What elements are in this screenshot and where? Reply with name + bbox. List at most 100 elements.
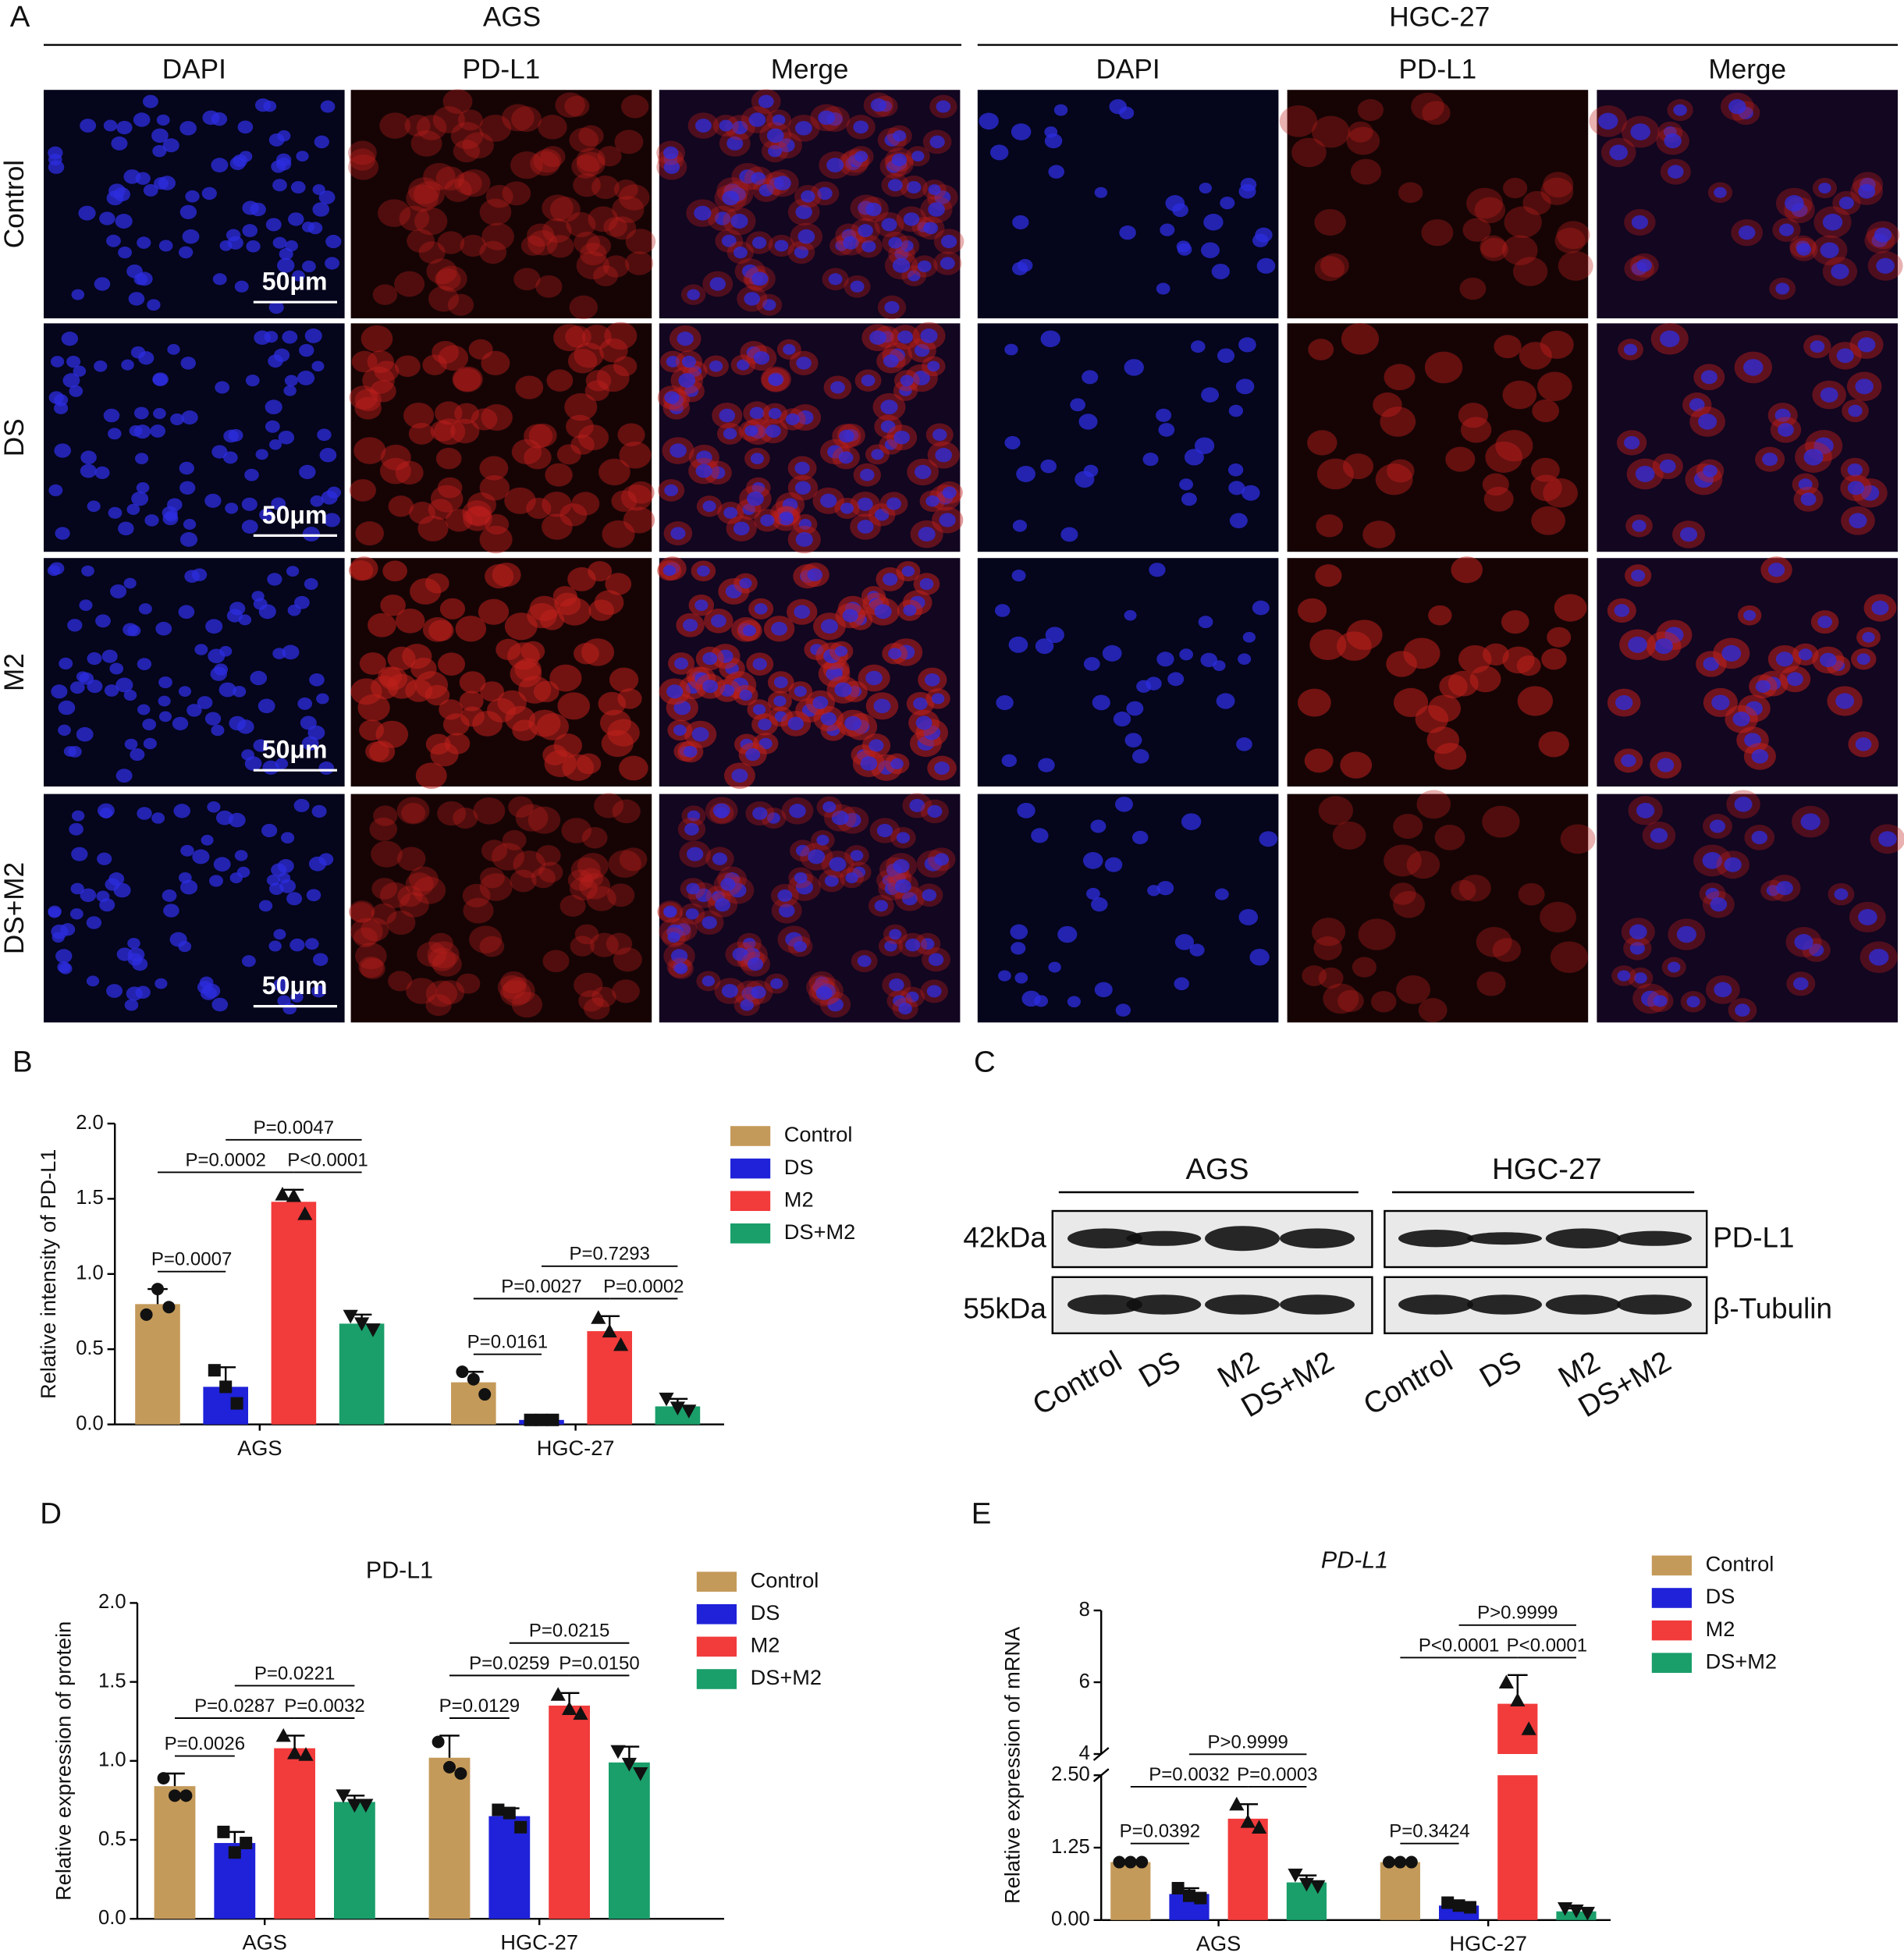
cell-nucleus [667, 932, 680, 943]
cell-nucleus [893, 859, 910, 873]
cell-membrane [497, 975, 527, 1000]
cell-nucleus [789, 804, 806, 818]
cell-membrane [369, 740, 396, 763]
cell-nucleus [794, 686, 807, 697]
cell-nucleus [1631, 569, 1646, 582]
cell-membrane [479, 456, 509, 481]
y-tick-label: 0.0 [76, 1412, 104, 1434]
cell-nucleus [296, 151, 309, 162]
cell-nucleus [1818, 183, 1831, 194]
legend-label: DS+M2 [751, 1665, 822, 1689]
cell-nucleus [301, 736, 319, 751]
cell-nucleus [887, 179, 903, 192]
legend-swatch [1651, 1620, 1692, 1641]
cell-nucleus [1048, 961, 1061, 973]
cell-membrane [569, 127, 599, 153]
cell-nucleus [1238, 908, 1259, 925]
cell-nucleus [1751, 749, 1769, 764]
cell-nucleus [143, 183, 158, 197]
protein-name: PD-L1 [1713, 1222, 1794, 1254]
cell-membrane [1541, 648, 1567, 670]
cell-nucleus [926, 985, 942, 998]
cell-membrane [538, 861, 563, 883]
cell-nucleus [143, 737, 157, 750]
cell-nucleus [1035, 638, 1054, 655]
cell-nucleus [223, 429, 239, 443]
cell-nucleus [892, 257, 911, 273]
cell-nucleus [47, 565, 61, 577]
cell-nucleus [884, 940, 897, 952]
cell-membrane [1543, 172, 1574, 198]
data-point [1229, 1796, 1245, 1811]
cell-nucleus [684, 822, 699, 836]
cell-nucleus [101, 649, 118, 663]
cell-nucleus [286, 892, 303, 906]
cell-nucleus [1676, 925, 1696, 943]
cell-nucleus [838, 451, 854, 464]
cell-nucleus [258, 604, 276, 620]
cell-nucleus [874, 900, 889, 912]
bar [549, 1705, 590, 1919]
data-point [346, 1798, 362, 1813]
cell-nucleus [778, 904, 795, 918]
cell-nucleus [204, 493, 222, 508]
y-tick-label: 1.0 [76, 1262, 104, 1284]
cell-nucleus [670, 527, 686, 540]
micrograph [350, 794, 652, 1023]
cell-nucleus [934, 762, 950, 775]
data-point [546, 1413, 559, 1426]
channel-header: DAPI [162, 54, 226, 84]
cell-nucleus [927, 804, 943, 818]
cell-nucleus [1813, 437, 1834, 454]
data-point [336, 1789, 351, 1803]
cell-membrane [576, 251, 610, 280]
cell-nucleus [181, 410, 198, 425]
cell-membrane [627, 481, 655, 504]
cell-membrane [500, 980, 531, 1007]
cell-nucleus [871, 449, 884, 460]
data-point [217, 1825, 230, 1838]
error-bar [439, 1735, 460, 1758]
cell-membrane [1312, 115, 1350, 148]
band [1280, 1294, 1355, 1315]
cell-nucleus [834, 645, 848, 657]
cell-membrane [1445, 446, 1476, 472]
p-value: P=0.3424 [1389, 1821, 1469, 1842]
cell-nucleus [744, 425, 758, 437]
cell-nucleus [1724, 857, 1742, 872]
cell-nucleus [721, 234, 737, 247]
cell-nucleus [827, 997, 844, 1012]
cell-nucleus [78, 205, 96, 221]
cell-nucleus [1067, 996, 1081, 1008]
data-point [286, 1188, 301, 1202]
cell-nucleus [936, 100, 951, 113]
cell-nucleus [226, 609, 243, 623]
cell-nucleus [751, 172, 766, 185]
cell-nucleus [1668, 961, 1681, 973]
cell-nucleus [931, 693, 945, 705]
cell-membrane [612, 799, 641, 824]
data-point [228, 1846, 241, 1859]
legend-swatch [730, 1223, 771, 1244]
cell-membrane [1480, 235, 1507, 258]
cell-nucleus [748, 957, 764, 971]
cell-membrane [460, 234, 486, 257]
cell-membrane [591, 176, 620, 200]
cell-nucleus [778, 138, 795, 153]
cell-nucleus [1686, 996, 1700, 1008]
cell-nucleus [1238, 653, 1252, 665]
cell-membrane [1320, 253, 1349, 278]
cell-nucleus [900, 375, 914, 387]
cell-membrane [556, 444, 581, 465]
data-point [1252, 1820, 1267, 1834]
cell-nucleus [215, 810, 233, 826]
cell-nucleus [1702, 852, 1723, 869]
cell-nucleus [1738, 225, 1756, 240]
cell-nucleus [1229, 513, 1248, 529]
cell-nucleus [1082, 852, 1103, 869]
cell-nucleus [304, 577, 318, 591]
cell-membrane [425, 994, 452, 1017]
cell-membrane [478, 598, 510, 625]
cell-nucleus [311, 360, 325, 372]
micrograph [350, 323, 652, 552]
